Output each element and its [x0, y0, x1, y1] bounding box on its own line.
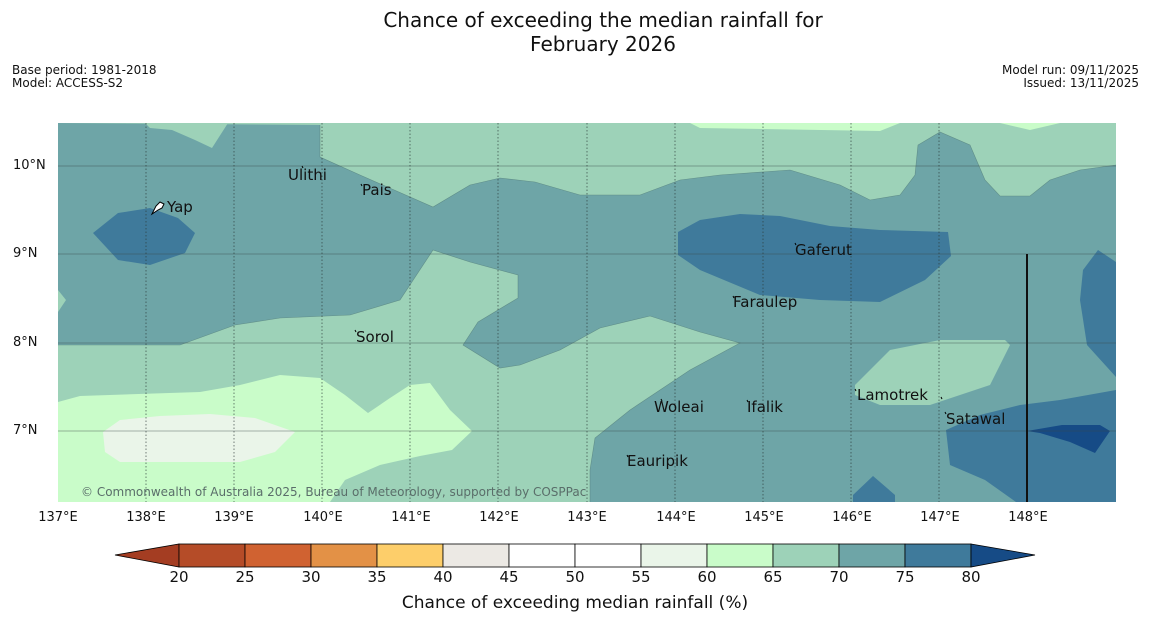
colorbar-tick-30: 30 [301, 568, 321, 586]
colorbar-tick-80: 80 [961, 568, 981, 586]
place-faraulep: Faraulep [733, 293, 798, 311]
colorbar-tick-55: 55 [631, 568, 651, 586]
colorbar-tick-20: 20 [169, 568, 189, 586]
lon-label-142e: 142°E [479, 510, 519, 525]
colorbar-bin-25-30 [244, 543, 312, 568]
lon-label-148e: 148°E [1008, 510, 1048, 525]
lat-label-8n: 8°N [13, 335, 38, 350]
lon-label-147e: 147°E [920, 510, 960, 525]
colorbar [114, 543, 1036, 568]
lon-label-146e: 146°E [832, 510, 872, 525]
colorbar-bin-60-65 [706, 543, 774, 568]
colorbar-under [114, 543, 180, 568]
base-period: Base period: 1981-2018 [12, 63, 157, 77]
place-satawal: Satawal [946, 410, 1006, 428]
meta-right: Model run: 09/11/2025 Issued: 13/11/2025 [1002, 64, 1139, 90]
yap-island-shape [150, 201, 165, 216]
colorbar-tick-25: 25 [235, 568, 255, 586]
title-line-2: February 2026 [530, 32, 676, 56]
lat-label-9n: 9°N [13, 246, 38, 261]
colorbar-bin-65-70 [772, 543, 840, 568]
place-woleai: Woleai [654, 398, 704, 416]
colorbar-bin-70-75 [838, 543, 906, 568]
colorbar-title: Chance of exceeding median rainfall (%) [401, 593, 749, 613]
lon-label-141e: 141°E [391, 510, 431, 525]
place-eauripik: Eauripik [627, 452, 688, 470]
meta-left: Base period: 1981-2018 Model: ACCESS-S2 [12, 64, 157, 90]
colorbar-tick-35: 35 [367, 568, 387, 586]
lat-label-7n: 7°N [13, 423, 38, 438]
contour-75-80-south [853, 476, 895, 502]
lon-label-139e: 139°E [214, 510, 254, 525]
colorbar-over [970, 543, 1036, 568]
lon-label-144e: 144°E [656, 510, 696, 525]
lon-label-145e: 145°E [744, 510, 784, 525]
colorbar-bin-75-80 [904, 543, 972, 568]
issued-date: Issued: 13/11/2025 [1023, 76, 1139, 90]
map-title: Chance of exceeding the median rainfall … [0, 8, 1150, 56]
contour-65-70-east [855, 340, 1010, 405]
contour-60-65-north [690, 123, 900, 131]
contour-75-80-gaferut [678, 214, 951, 302]
colorbar-tick-75: 75 [895, 568, 915, 586]
title-line-1: Chance of exceeding the median rainfall … [383, 8, 823, 32]
colorbar-bin-40-45 [442, 543, 510, 568]
colorbar-bin-20-25 [178, 543, 246, 568]
contour-55-60 [103, 414, 295, 462]
colorbar-bin-45-50 [508, 543, 576, 568]
colorbar-bin-55-60 [640, 543, 708, 568]
colorbar-tick-70: 70 [829, 568, 849, 586]
lon-label-140e: 140°E [303, 510, 343, 525]
lon-label-138e: 138°E [126, 510, 166, 525]
contour-75-80-east-edge [1080, 250, 1116, 377]
model-run: Model run: 09/11/2025 [1001, 63, 1139, 77]
contour-over-80 [1027, 425, 1110, 453]
place-lamotrek: Lamotrek [857, 386, 928, 404]
colorbar-tick-40: 40 [433, 568, 453, 586]
lat-label-10n: 10°N [13, 158, 46, 173]
place-gaferut: Gaferut [795, 241, 852, 259]
contour-65-70-nw [145, 123, 228, 148]
contour-75-80-satawal [946, 390, 1116, 502]
meridian-lines [145, 123, 940, 502]
model-name: Model: ACCESS-S2 [12, 76, 124, 90]
lon-label-143e: 143°E [567, 510, 607, 525]
colorbar-tick-50: 50 [565, 568, 585, 586]
contour-65-70-west-edge [58, 290, 66, 312]
colorbar-bin-35-40 [376, 543, 444, 568]
colorbar-tick-45: 45 [499, 568, 519, 586]
place-ifalik: Ifalik [747, 398, 783, 416]
place-ulithi: Ulithi [288, 166, 327, 184]
place-sorol: Sorol [356, 328, 394, 346]
copyright-notice: © Commonwealth of Australia 2025, Bureau… [81, 485, 587, 499]
contour-60-65-north-east [1000, 123, 1060, 130]
colorbar-bin-50-55 [574, 543, 642, 568]
colorbar-tick-60: 60 [697, 568, 717, 586]
place-yap: Yap [167, 198, 193, 216]
island-marks [301, 165, 947, 458]
place-pais: Pais [362, 181, 392, 199]
contour-75-80-yap [93, 208, 195, 265]
colorbar-tick-65: 65 [763, 568, 783, 586]
colorbar-bin-30-35 [310, 543, 378, 568]
lon-label-137e: 137°E [38, 510, 78, 525]
